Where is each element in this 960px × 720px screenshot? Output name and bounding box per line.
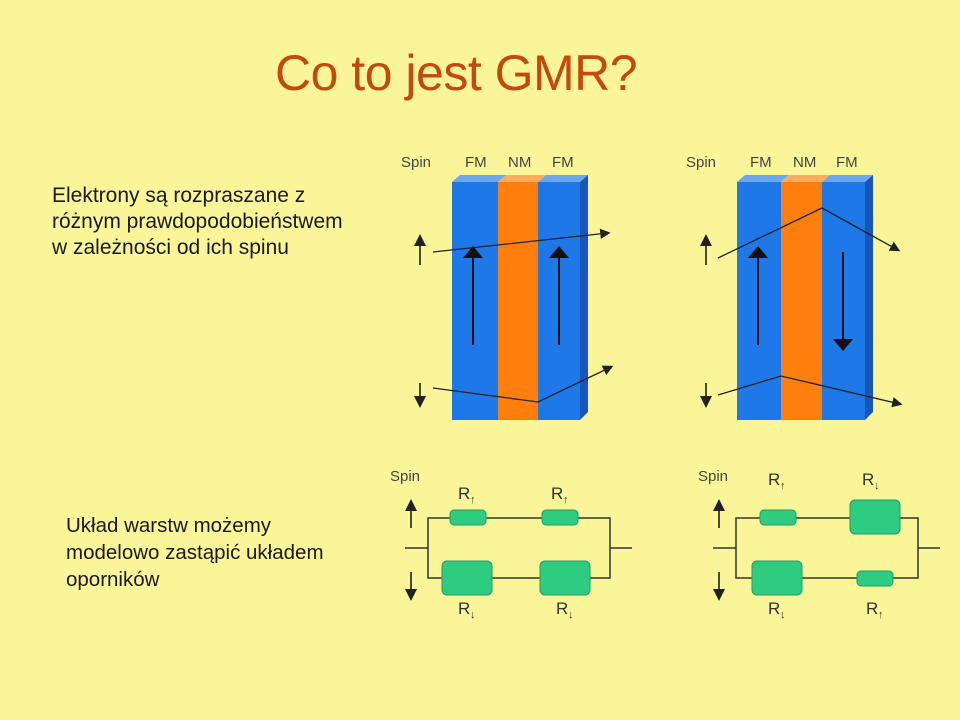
- layer-stack-antiparallel: Spin FM NM FM: [686, 154, 903, 420]
- intro-text: Elektrony są rozpraszane z różnym prawdo…: [52, 183, 343, 261]
- resistor-small: [759, 509, 797, 526]
- fm-label: FM: [465, 154, 487, 171]
- nm-layer: [498, 182, 538, 420]
- resistor-label: R: [768, 599, 780, 618]
- resistor-spin-sub: ↑: [780, 480, 786, 492]
- spin-label: Spin: [390, 468, 420, 485]
- intro-line: w zależności od ich spinu: [52, 236, 289, 259]
- page-title: Co to jest GMR?: [275, 45, 638, 101]
- spin-label: Spin: [686, 154, 716, 171]
- resistor-spin-sub: ↓: [568, 609, 574, 621]
- intro-line: Elektrony są rozpraszane z: [52, 184, 306, 207]
- resistor-label: R: [862, 470, 874, 489]
- resistor-spin-sub: ↓: [874, 480, 880, 492]
- resistor-large: [539, 560, 591, 596]
- resistor-small: [449, 509, 487, 526]
- spin-label: Spin: [401, 154, 431, 171]
- resistor-spin-sub: ↓: [780, 609, 786, 621]
- resistor-circuit-antiparallel: Spin R ↑ R ↓ R ↓ R ↑: [698, 468, 940, 621]
- resistor-spin-sub: ↑: [878, 609, 884, 621]
- resistor-text-line: oporników: [66, 568, 160, 591]
- nm-label: NM: [793, 154, 816, 171]
- resistor-large: [441, 560, 493, 596]
- resistor-text-line: Układ warstw możemy: [66, 514, 272, 537]
- fm-label: FM: [552, 154, 574, 171]
- resistor-label: R: [551, 484, 563, 503]
- resistor-spin-sub: ↑: [563, 494, 569, 506]
- resistor-spin-sub: ↑: [470, 494, 476, 506]
- nm-label: NM: [508, 154, 531, 171]
- resistor-spin-sub: ↓: [470, 609, 476, 621]
- resistor-label: R: [768, 470, 780, 489]
- resistor-circuit-parallel: Spin R ↑ R ↑ R ↓ R ↓: [390, 468, 632, 621]
- resistor-large: [849, 499, 901, 535]
- fm-label: FM: [836, 154, 858, 171]
- resistor-large: [751, 560, 803, 596]
- resistor-text-line: modelowo zastąpić układem: [66, 541, 324, 564]
- layer-stack-parallel: Spin FM NM FM: [401, 154, 614, 420]
- intro-line: różnym prawdopodobieństwem: [52, 210, 343, 233]
- spin-label: Spin: [698, 468, 728, 485]
- fm-layer: [452, 182, 498, 420]
- resistor-label: R: [866, 599, 878, 618]
- resistor-small: [541, 509, 579, 526]
- resistor-label: R: [458, 484, 470, 503]
- resistor-model-text: Układ warstw możemy modelowo zastąpić uk…: [66, 512, 324, 593]
- resistor-label: R: [458, 599, 470, 618]
- resistor-label: R: [556, 599, 568, 618]
- resistor-small: [856, 570, 894, 587]
- fm-label: FM: [750, 154, 772, 171]
